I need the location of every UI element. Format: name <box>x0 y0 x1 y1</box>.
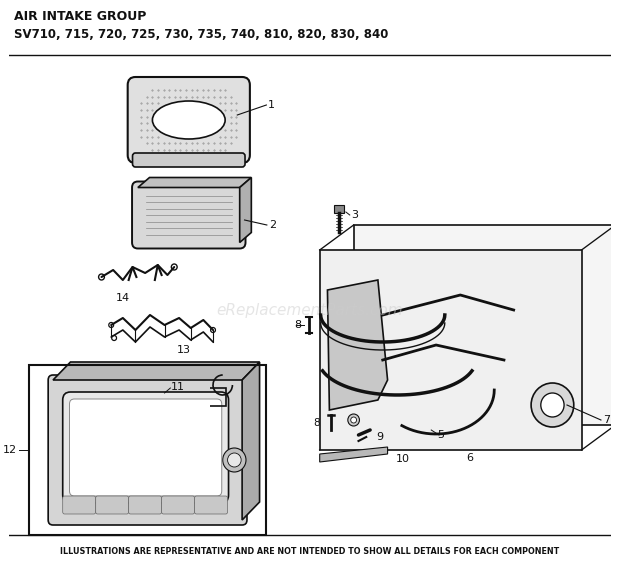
FancyBboxPatch shape <box>129 496 162 514</box>
FancyBboxPatch shape <box>195 496 228 514</box>
Ellipse shape <box>153 101 225 139</box>
Circle shape <box>223 448 246 472</box>
Text: 6: 6 <box>466 453 474 463</box>
FancyBboxPatch shape <box>132 181 246 248</box>
Text: 8: 8 <box>294 320 301 330</box>
FancyBboxPatch shape <box>69 399 222 496</box>
Text: 5: 5 <box>438 430 445 440</box>
FancyBboxPatch shape <box>95 496 129 514</box>
Text: 3: 3 <box>351 210 358 220</box>
Polygon shape <box>327 280 388 410</box>
Polygon shape <box>242 362 260 520</box>
Circle shape <box>228 453 241 467</box>
Polygon shape <box>353 225 616 425</box>
Text: 8: 8 <box>313 418 320 428</box>
FancyBboxPatch shape <box>162 496 195 514</box>
Text: 1: 1 <box>268 100 275 110</box>
Polygon shape <box>53 362 260 380</box>
Circle shape <box>541 393 564 417</box>
Polygon shape <box>240 177 251 243</box>
Text: 10: 10 <box>396 454 409 464</box>
Text: 12: 12 <box>3 445 17 455</box>
Text: 7: 7 <box>603 415 610 425</box>
FancyBboxPatch shape <box>135 156 243 163</box>
Polygon shape <box>138 177 251 187</box>
Circle shape <box>351 417 356 423</box>
FancyBboxPatch shape <box>135 156 243 165</box>
FancyBboxPatch shape <box>63 496 95 514</box>
FancyBboxPatch shape <box>48 375 247 525</box>
Text: 13: 13 <box>177 345 191 355</box>
Circle shape <box>531 383 574 427</box>
FancyBboxPatch shape <box>135 156 243 161</box>
Bar <box>334 205 344 213</box>
Text: 14: 14 <box>116 293 130 303</box>
Text: 2: 2 <box>269 220 276 230</box>
Polygon shape <box>320 250 582 450</box>
Text: 9: 9 <box>376 432 383 442</box>
Text: 11: 11 <box>171 382 185 392</box>
Circle shape <box>348 414 360 426</box>
Text: AIR INTAKE GROUP: AIR INTAKE GROUP <box>14 10 146 23</box>
FancyBboxPatch shape <box>128 77 250 163</box>
FancyBboxPatch shape <box>63 392 229 503</box>
Text: ILLUSTRATIONS ARE REPRESENTATIVE AND ARE NOT INTENDED TO SHOW ALL DETAILS FOR EA: ILLUSTRATIONS ARE REPRESENTATIVE AND ARE… <box>60 547 560 556</box>
Bar <box>29 365 267 535</box>
Polygon shape <box>320 447 388 462</box>
Text: eReplacementParts.com: eReplacementParts.com <box>216 302 404 318</box>
Text: SV710, 715, 720, 725, 730, 735, 740, 810, 820, 830, 840: SV710, 715, 720, 725, 730, 735, 740, 810… <box>14 28 389 41</box>
FancyBboxPatch shape <box>133 153 245 167</box>
